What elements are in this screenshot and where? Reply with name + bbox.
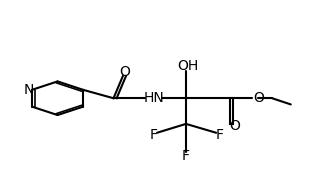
Text: F: F — [215, 128, 223, 142]
Text: F: F — [182, 149, 190, 163]
Text: O: O — [230, 119, 240, 133]
Text: HN: HN — [144, 91, 164, 105]
Text: O: O — [119, 65, 130, 79]
Text: O: O — [253, 91, 264, 105]
Text: N: N — [24, 83, 34, 97]
Text: OH: OH — [177, 59, 198, 73]
Text: F: F — [150, 128, 158, 142]
